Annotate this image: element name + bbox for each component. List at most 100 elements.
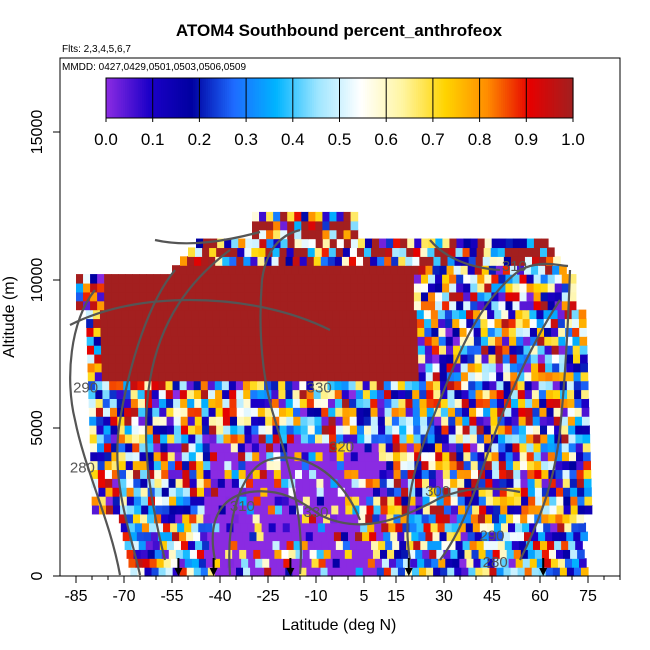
heatmap-cell	[258, 425, 267, 435]
heatmap-cell	[203, 478, 212, 488]
heatmap-cell	[578, 318, 587, 328]
heatmap-cell	[421, 451, 429, 462]
heatmap-cell	[475, 398, 484, 408]
heatmap-cell	[237, 247, 245, 257]
heatmap-cell	[487, 318, 496, 328]
colorbar-swatch	[106, 78, 109, 118]
heatmap-cell	[552, 371, 561, 382]
heatmap-cell	[378, 433, 386, 444]
colorbar-swatch	[292, 78, 296, 118]
heatmap-cell	[448, 416, 456, 426]
heatmap-cell	[97, 282, 105, 293]
contour-line	[144, 249, 231, 561]
heatmap-cell	[516, 531, 525, 542]
heatmap-cell	[241, 336, 250, 346]
heatmap-cell	[287, 460, 296, 471]
heatmap-cell	[448, 247, 457, 257]
heatmap-cell	[255, 336, 264, 346]
heatmap-cell	[577, 496, 586, 506]
heatmap-cell	[260, 549, 268, 559]
heatmap-cell	[503, 567, 512, 577]
x-tick-label: 30	[435, 588, 453, 605]
heatmap-cell	[490, 425, 499, 435]
heatmap-cell	[209, 433, 218, 444]
heatmap-cell	[436, 496, 445, 506]
heatmap-cell	[357, 442, 366, 453]
heatmap-cell	[253, 496, 262, 506]
colorbar-swatch	[288, 78, 292, 118]
heatmap-cell	[176, 504, 185, 515]
heatmap-cell	[282, 522, 291, 533]
heatmap-cell	[520, 478, 529, 488]
contour-line	[69, 289, 122, 576]
heatmap-cell	[481, 531, 490, 542]
heatmap-cell	[551, 336, 559, 346]
heatmap-cell	[118, 442, 126, 453]
heatmap-cell	[406, 300, 415, 311]
heatmap-cell	[414, 460, 423, 471]
heatmap-cell	[483, 247, 492, 257]
heatmap-cell	[111, 282, 119, 293]
heatmap-cell	[383, 362, 391, 373]
heatmap-cell	[411, 371, 420, 382]
heatmap-cell	[255, 318, 263, 328]
heatmap-cell	[318, 318, 327, 328]
heatmap-cell	[245, 460, 254, 471]
heatmap-cell	[399, 540, 407, 550]
heatmap-cell	[442, 282, 450, 293]
heatmap-cell	[511, 425, 520, 435]
heatmap-cell	[463, 442, 471, 453]
heatmap-cell	[483, 433, 492, 444]
heatmap-cell	[420, 425, 428, 435]
heatmap-cell	[341, 389, 350, 399]
heatmap-cell	[385, 433, 394, 444]
heatmap-cell	[470, 282, 478, 293]
heatmap-cell	[164, 336, 172, 346]
heatmap-cell	[570, 504, 579, 515]
heatmap-cell	[280, 300, 288, 311]
heatmap-cell	[210, 460, 218, 471]
heatmap-cell	[546, 256, 554, 266]
heatmap-cell	[306, 380, 314, 391]
heatmap-cell	[388, 309, 397, 320]
heatmap-cell	[342, 398, 350, 408]
heatmap-cell	[540, 274, 549, 284]
heatmap-cell	[159, 407, 167, 417]
colorbar-swatch	[326, 78, 330, 118]
heatmap-cell	[198, 522, 206, 533]
heatmap-cell	[557, 318, 566, 328]
colorbar-swatch	[243, 78, 247, 118]
heatmap-cell	[524, 371, 532, 382]
heatmap-cell	[280, 513, 289, 524]
heatmap-cell	[217, 513, 226, 524]
heatmap-cell	[495, 362, 504, 373]
heatmap-cell	[202, 247, 210, 257]
heatmap-cell	[272, 247, 281, 257]
heatmap-cell	[312, 265, 321, 275]
heatmap-cell	[385, 247, 393, 257]
heatmap-cell	[259, 282, 267, 293]
heatmap-cell	[450, 549, 459, 559]
heatmap-cell	[259, 513, 268, 524]
heatmap-cell	[294, 211, 302, 222]
heatmap-cell	[288, 487, 297, 497]
heatmap-cell	[447, 389, 456, 399]
heatmap-cell	[378, 282, 387, 293]
colorbar-swatch	[169, 78, 173, 118]
heatmap-cell	[470, 300, 478, 311]
heatmap-cell	[224, 460, 232, 471]
heatmap-cell	[209, 451, 218, 462]
heatmap-cell	[316, 549, 325, 559]
heatmap-cell	[538, 265, 546, 275]
x-axis: -85 -70 -55 -40 -25 -10 5 15 30 45 60 75	[64, 576, 621, 605]
heatmap-cell	[297, 336, 306, 346]
heatmap-cell	[461, 380, 469, 391]
flight-marker	[286, 558, 295, 576]
heatmap-cell	[413, 540, 421, 550]
heatmap-cell	[484, 460, 493, 471]
colorbar-swatch	[570, 78, 574, 118]
heatmap-cell	[533, 274, 542, 284]
heatmap-cell	[91, 504, 100, 515]
heatmap-cell	[412, 256, 420, 266]
heatmap-cell	[355, 265, 363, 275]
